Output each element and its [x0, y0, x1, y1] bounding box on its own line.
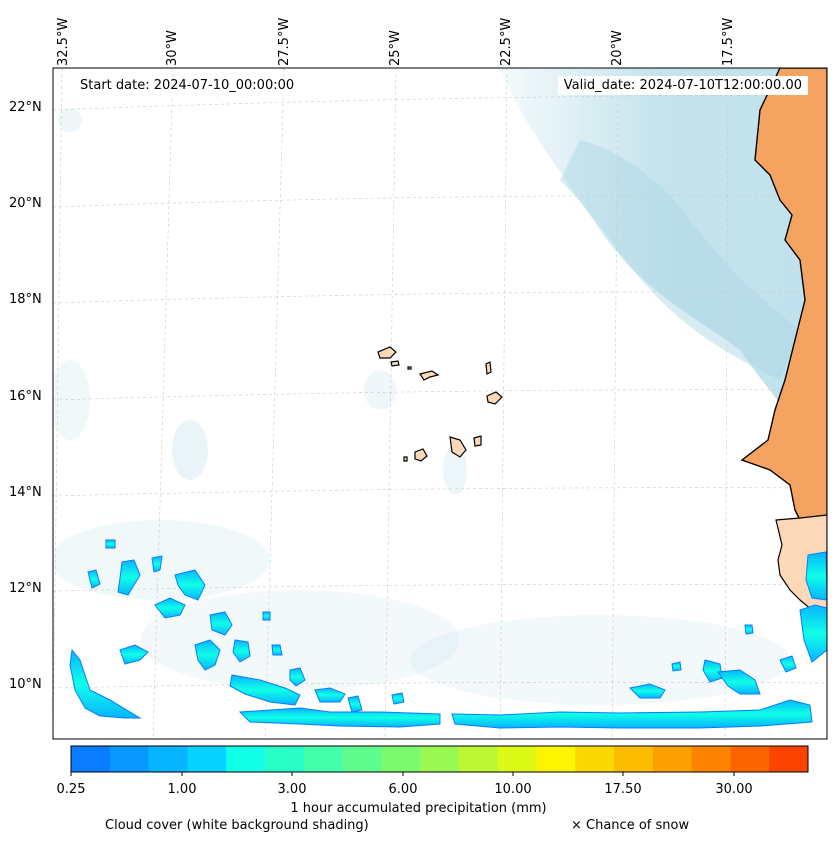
colorbar-cell [148, 746, 188, 772]
colorbar-cell [575, 746, 615, 772]
colorbar-cell [420, 746, 460, 772]
lon-label: 20°W [610, 30, 625, 66]
snow-chance-note: × Chance of snow [571, 818, 690, 833]
colorbar-tick-label: 6.00 [389, 782, 418, 797]
colorbar-tick-label: 10.00 [494, 782, 531, 797]
lat-label: 10°N [9, 677, 42, 692]
lon-label: 25°W [388, 30, 403, 66]
lat-label: 18°N [9, 292, 42, 307]
cape-verde-islands [377, 346, 503, 462]
map-frame [52, 67, 828, 740]
colorbar-cell [730, 746, 770, 772]
colorbar-cell [264, 746, 305, 772]
lon-label: 27.5°W [277, 18, 292, 66]
colorbar-cell [187, 746, 227, 772]
colorbar-tick-label: 0.25 [57, 782, 86, 797]
cloud-cover-note: Cloud cover (white background shading) [105, 818, 369, 833]
colorbar-tick-label: 1.00 [168, 782, 197, 797]
colorbar-cell [769, 746, 809, 772]
colorbar-tick-label: 3.00 [278, 782, 307, 797]
colorbar-cell [342, 746, 382, 772]
colorbar-cell [226, 746, 266, 772]
colorbar-cell [652, 746, 693, 772]
colorbar-cell [303, 746, 344, 772]
colorbar-tick-label: 17.50 [604, 782, 641, 797]
lat-label: 12°N [9, 581, 42, 596]
colorbar-frame [70, 745, 809, 773]
colorbar-cell [458, 746, 499, 772]
africa-land [740, 68, 827, 521]
colorbar-tick-label: 30.00 [715, 782, 752, 797]
lat-label: 14°N [9, 485, 42, 500]
colorbar [71, 746, 809, 772]
precipitation-layer [69, 539, 827, 729]
colorbar-cell [536, 746, 576, 772]
colorbar-cell [381, 746, 421, 772]
start-date-label: Start date: 2024-07-10_00:00:00 [74, 76, 301, 95]
latitude-labels: 22°N 20°N 18°N 16°N 14°N 12°N 10°N [9, 100, 42, 692]
colorbar-cell [71, 746, 111, 772]
colorbar-label: 1 hour accumulated precipitation (mm) [290, 801, 547, 816]
lon-label: 30°W [165, 30, 180, 66]
lat-label: 20°N [9, 196, 42, 211]
colorbar-cell [614, 746, 654, 772]
colorbar-ticks: 0.25 1.00 3.00 6.00 10.00 17.50 30.00 [57, 772, 753, 797]
graticule [53, 68, 827, 739]
colorbar-cell [109, 746, 150, 772]
valid-date-label: Valid_date: 2024-07-10T12:00:00.00 [557, 76, 808, 95]
lat-label: 22°N [9, 100, 42, 115]
lat-label: 16°N [9, 389, 42, 404]
colorbar-cell [691, 746, 731, 772]
colorbar-cell [497, 746, 537, 772]
lon-label: 17.5°W [721, 18, 736, 66]
lon-label: 22.5°W [499, 18, 514, 66]
longitude-labels: 32.5°W 30°W 27.5°W 25°W 22.5°W 20°W 17.5… [56, 18, 736, 66]
lon-label: 32.5°W [56, 18, 71, 66]
